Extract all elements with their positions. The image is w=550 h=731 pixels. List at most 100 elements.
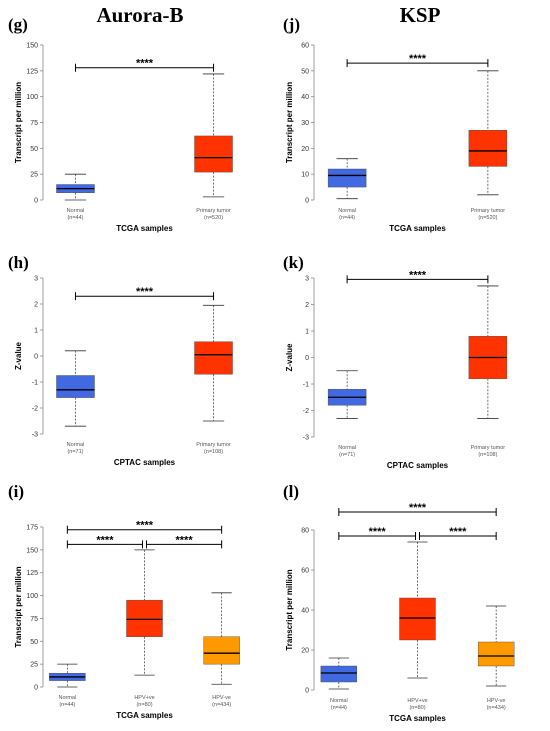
significance-bracket: **** [74, 286, 215, 301]
box-normal: Normal(n=44) [327, 158, 367, 221]
significance-bracket: **** [66, 520, 223, 534]
significance-label: **** [96, 534, 114, 546]
y-tick-label: -3 [303, 435, 309, 442]
y-tick-label: 40 [301, 94, 309, 101]
x-axis-label: TCGA samples [116, 711, 173, 720]
box-iqr [399, 597, 436, 641]
y-tick-label: 125 [26, 68, 38, 75]
box-iqr [477, 641, 515, 667]
category-label: HPV-ve [487, 698, 506, 704]
y-tick-label: 0 [305, 355, 309, 362]
category-n-label: (n=520) [478, 215, 497, 221]
y-tick-label: 150 [26, 547, 38, 554]
x-axis-label: TCGA samples [389, 224, 446, 233]
y-axis-label: Transcript per million [14, 566, 23, 647]
y-tick-label: -3 [32, 432, 38, 439]
box-iqr [126, 599, 163, 637]
y-tick-label: 20 [301, 146, 309, 153]
y-tick-label: 20 [301, 648, 309, 655]
box-hpv-ve: HPV+ve(n=80) [126, 549, 163, 708]
y-tick-label: 2 [305, 302, 309, 309]
significance-bracket: **** [338, 502, 497, 516]
box-normal: Normal(n=71) [327, 370, 367, 458]
y-tick-label: 125 [26, 570, 38, 577]
y-tick-label: 60 [301, 568, 309, 575]
box-primary-tumor: Primary tumor(n=108) [468, 285, 508, 458]
y-tick-label: 75 [30, 616, 38, 623]
category-label: Normal [58, 695, 76, 701]
y-tick-label: 0 [34, 198, 38, 205]
box-hpv-ve: HPV-ve(n=434) [203, 592, 240, 708]
category-n-label: (n=434) [212, 702, 231, 708]
chart-panel-l: (l) 0 20 40 60 80 Transcript per million TCGA s… [283, 482, 515, 723]
y-tick-label: 100 [26, 94, 38, 101]
y-tick-label: -2 [303, 408, 309, 415]
box-iqr [203, 636, 240, 665]
category-label: Normal [330, 698, 348, 704]
box-iqr [320, 665, 358, 683]
significance-bracket: **** [146, 534, 223, 549]
category-label: Primary tumor [471, 445, 506, 451]
category-n-label: (n=108) [478, 452, 497, 458]
category-label: Normal [67, 442, 85, 448]
significance-label: **** [409, 53, 427, 65]
chart-panel-i: (i) 0 25 50 75 100 125 150 175 Transcript per mil… [8, 482, 240, 720]
panel-letter: (g) [8, 15, 28, 34]
y-tick-label: 50 [30, 639, 38, 646]
box-normal: Normal(n=44) [320, 657, 358, 711]
y-tick-label: 60 [301, 43, 309, 50]
x-axis-label: TCGA samples [116, 224, 173, 233]
significance-bracket: **** [346, 269, 489, 284]
box-iqr [468, 130, 508, 167]
chart-panel-j: (j) 0 10 20 30 40 50 60 Transcript per million TC… [283, 15, 508, 233]
significance-label: **** [409, 269, 427, 281]
category-label: HPV-ve [212, 695, 231, 701]
y-axis-label: Transcript per million [285, 82, 294, 163]
y-tick-label: 0 [34, 685, 38, 692]
category-n-label: (n=44) [339, 215, 355, 221]
box-iqr [327, 168, 367, 188]
y-tick-label: 25 [30, 662, 38, 669]
significance-bracket: **** [419, 526, 497, 540]
box-hpv-ve: HPV-ve(n=434) [477, 605, 515, 711]
box-iqr [56, 375, 95, 398]
y-tick-label: 40 [301, 608, 309, 615]
significance-label: **** [136, 58, 154, 70]
significance-label: **** [409, 502, 427, 514]
panel-letter: (h) [8, 253, 29, 272]
y-tick-label: 75 [30, 120, 38, 127]
category-n-label: (n=44) [67, 215, 83, 221]
box-iqr [194, 341, 233, 375]
y-tick-label: 100 [26, 593, 38, 600]
category-label: HPV+ve [134, 695, 154, 701]
x-axis-label: CPTAC samples [114, 458, 176, 467]
box-iqr [194, 135, 233, 173]
y-tick-label: 3 [305, 276, 309, 283]
category-n-label: (n=520) [204, 215, 223, 221]
significance-label: **** [136, 286, 154, 298]
y-tick-label: 80 [301, 528, 309, 535]
chart-panel-g: (g) 0 25 50 75 100 125 150 Transcript per millio… [8, 15, 233, 233]
box-primary-tumor: Primary tumor(n=520) [194, 73, 233, 221]
y-axis-label: Z-value [14, 341, 23, 370]
significance-label: **** [449, 526, 467, 538]
panel-letter: (l) [283, 482, 299, 501]
panel-letter: (i) [8, 482, 24, 501]
category-label: Primary tumor [196, 442, 231, 448]
box-primary-tumor: Primary tumor(n=108) [194, 304, 233, 455]
y-tick-label: -1 [303, 382, 309, 389]
category-n-label: (n=71) [67, 449, 83, 455]
box-normal: Normal(n=44) [49, 663, 86, 708]
column-title-aurora-b: Aurora-B [96, 3, 183, 27]
column-title-ksp: KSP [400, 3, 441, 27]
category-label: Normal [338, 445, 356, 451]
category-label: Normal [67, 208, 85, 214]
y-tick-label: 10 [301, 172, 309, 179]
category-n-label: (n=44) [59, 702, 75, 708]
category-n-label: (n=80) [409, 705, 425, 711]
significance-bracket: **** [338, 526, 416, 540]
y-tick-label: -1 [32, 380, 38, 387]
